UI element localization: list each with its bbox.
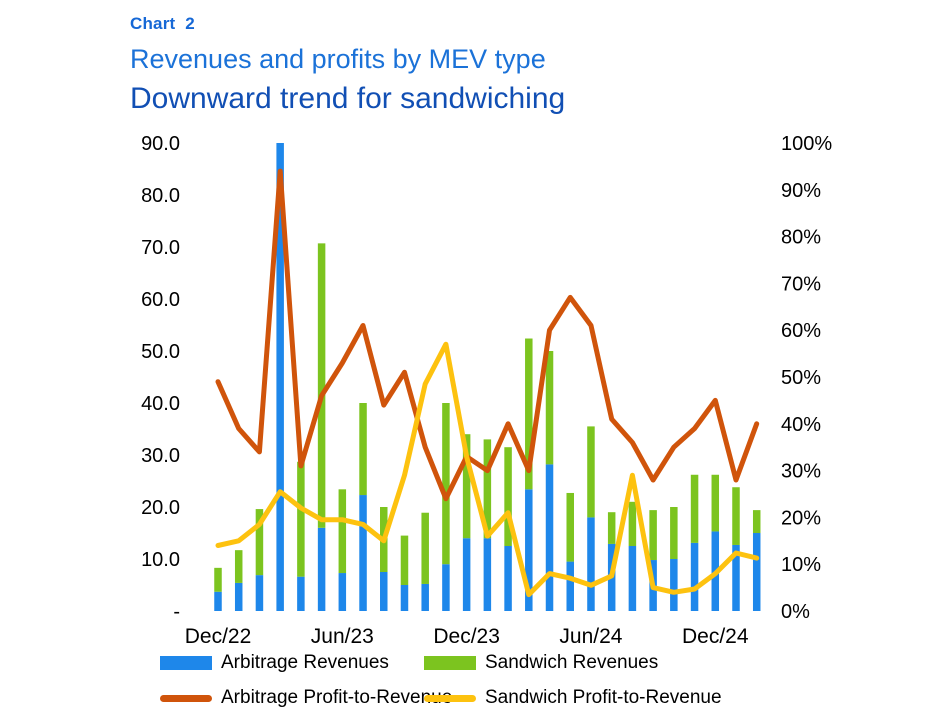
bar-arbitrage-revenues — [670, 559, 678, 611]
axis-tick-label: 50% — [781, 367, 821, 389]
bar-sandwich-revenues — [338, 489, 347, 574]
axis-tick-label: 40% — [781, 414, 821, 436]
axis-tick-label: 40.0 — [141, 393, 180, 415]
bar-sandwich-revenues — [752, 510, 761, 533]
legend-swatch-sandwich-revenues — [424, 656, 476, 670]
bar-arbitrage-revenues — [462, 538, 471, 611]
bar-arbitrage-revenues — [504, 546, 512, 611]
axis-tick-label: - — [173, 601, 180, 623]
axis-tick-label: 10.0 — [141, 549, 180, 571]
bar-sandwich-revenues — [732, 487, 740, 545]
bar-arbitrage-revenues — [628, 546, 637, 611]
axis-tick-label: 20% — [781, 507, 821, 529]
bar-sandwich-revenues — [421, 512, 429, 584]
bar-sandwich-revenues — [297, 461, 305, 577]
bar-sandwich-revenues — [670, 507, 678, 559]
bar-sandwich-revenues — [607, 512, 616, 544]
axis-tick-label: 80% — [781, 227, 821, 249]
bar-sandwich-revenues — [628, 501, 637, 546]
chart-subtitle: Downward trend for sandwiching — [130, 82, 566, 115]
axis-tick-label: Jun/24 — [559, 625, 622, 648]
chart-number-label: Chart 2 — [130, 14, 195, 33]
bar-arbitrage-revenues — [690, 542, 699, 611]
bar-arbitrage-revenues — [545, 464, 554, 611]
bar-sandwich-revenues — [545, 351, 554, 465]
bar-arbitrage-revenues — [587, 517, 595, 611]
axis-tick-label: 30.0 — [141, 445, 180, 467]
bar-arbitrage-revenues — [276, 143, 284, 611]
bar-sandwich-revenues — [587, 426, 595, 518]
bar-arbitrage-revenues — [214, 591, 222, 611]
bar-sandwich-revenues — [317, 243, 326, 528]
legend-label: Sandwich Revenues — [485, 652, 659, 673]
legend-swatch-arbitrage-revenues — [160, 656, 212, 670]
legend-item-arbitrage-profit: Arbitrage Profit-to-Revenue — [160, 686, 452, 710]
axis-tick-label: 20.0 — [141, 497, 180, 519]
bar-sandwich-revenues — [504, 447, 512, 546]
bar-sandwich-revenues — [525, 338, 533, 490]
axis-tick-label: 10% — [781, 554, 821, 576]
axis-tick-label: 80.0 — [141, 185, 180, 207]
axis-tick-label: 70% — [781, 273, 821, 295]
axis-tick-label: Dec/22 — [185, 625, 252, 648]
bar-sandwich-revenues — [566, 492, 574, 562]
bar-arbitrage-revenues — [421, 583, 429, 611]
line-arbitrage-profit-to-revenue — [215, 168, 760, 502]
legend-swatch-arbitrage-profit — [160, 694, 212, 702]
legend-label: Arbitrage Profit-to-Revenue — [221, 687, 453, 708]
bar-sandwich-revenues — [442, 403, 450, 565]
bar-arbitrage-revenues — [732, 544, 740, 611]
left-axis: 90.0 80.0 70.0 60.0 50.0 40.0 30.0 20.0 10.0 - — [141, 133, 180, 623]
line-sandwich-profit-to-revenue — [215, 341, 760, 598]
axis-tick-label: 50.0 — [141, 341, 180, 363]
axis-tick-label: 70.0 — [141, 237, 180, 259]
bar-arbitrage-revenues — [380, 572, 388, 611]
axis-tick-label: 100% — [781, 133, 832, 155]
bar-sandwich-revenues — [483, 439, 492, 539]
bar-sandwich-revenues — [649, 510, 657, 561]
legend-swatch-sandwich-profit — [424, 694, 476, 702]
legend-label: Sandwich Profit-to-Revenue — [485, 687, 722, 708]
bar-arbitrage-revenues — [255, 575, 264, 611]
bar-arbitrage-revenues — [359, 495, 367, 611]
bars-sandwich-revenues — [214, 243, 761, 592]
bar-sandwich-revenues — [690, 474, 699, 543]
bar-arbitrage-revenues — [566, 561, 574, 611]
legend-item-arbitrage-revenues: Arbitrage Revenues — [160, 651, 389, 675]
bar-sandwich-revenues — [400, 535, 409, 585]
bar-sandwich-revenues — [359, 403, 367, 496]
bar-sandwich-revenues — [234, 550, 243, 583]
axis-tick-label: Dec/24 — [682, 625, 749, 648]
bar-arbitrage-revenues — [400, 585, 409, 611]
axis-tick-label: 90% — [781, 180, 821, 202]
axis-tick-label: 0% — [781, 601, 810, 623]
x-axis: Dec/22 Jun/23 Dec/23 Jun/24 Dec/24 — [185, 625, 749, 648]
bar-arbitrage-revenues — [442, 564, 450, 611]
bar-arbitrage-revenues — [317, 527, 326, 611]
legend-item-sandwich-revenues: Sandwich Revenues — [424, 651, 658, 675]
bar-arbitrage-revenues — [525, 489, 533, 611]
bar-sandwich-revenues — [214, 567, 222, 592]
legend-label: Arbitrage Revenues — [221, 652, 389, 673]
bar-arbitrage-revenues — [338, 573, 347, 611]
axis-tick-label: 30% — [781, 461, 821, 483]
axis-tick-label: Dec/23 — [433, 625, 500, 648]
axis-tick-label: Jun/23 — [311, 625, 374, 648]
axis-tick-label: 90.0 — [141, 133, 180, 155]
page-title: Revenues and profits by MEV type — [130, 44, 546, 74]
bar-arbitrage-revenues — [752, 533, 761, 611]
bar-arbitrage-revenues — [483, 538, 492, 611]
bar-arbitrage-revenues — [297, 576, 305, 611]
bar-sandwich-revenues — [462, 434, 471, 539]
bar-sandwich-revenues — [711, 474, 720, 532]
bar-sandwich-revenues — [255, 509, 264, 576]
right-axis: 100% 90% 80% 70% 60% 50% 40% 30% 20% 10% 0% — [781, 133, 832, 623]
axis-tick-label: 60% — [781, 320, 821, 342]
bar-arbitrage-revenues — [234, 582, 243, 611]
legend-item-sandwich-profit: Sandwich Profit-to-Revenue — [424, 686, 722, 710]
axis-tick-label: 60.0 — [141, 289, 180, 311]
